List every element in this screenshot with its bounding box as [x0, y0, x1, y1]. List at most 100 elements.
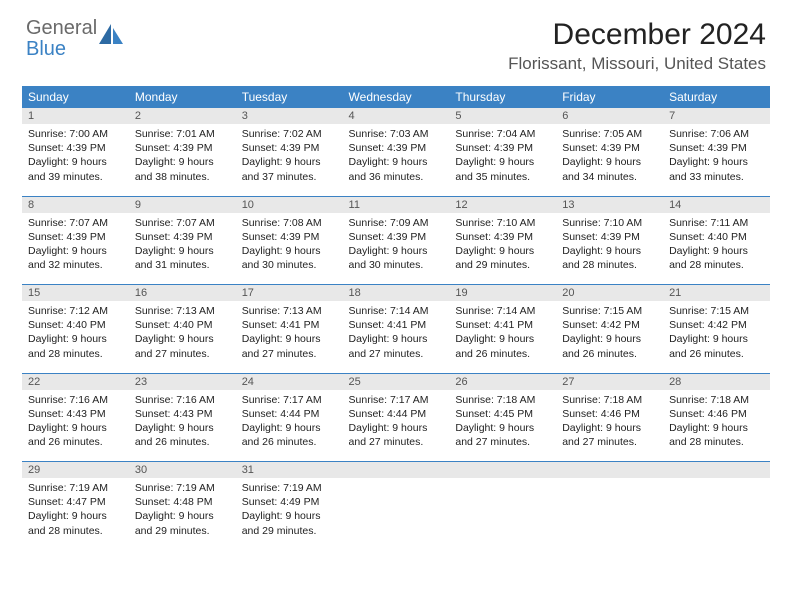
weekday-header: Monday — [129, 86, 236, 108]
daylight-line: Daylight: 9 hours and 37 minutes. — [242, 155, 337, 183]
sunrise-line: Sunrise: 7:06 AM — [669, 127, 764, 141]
daylight-line: Daylight: 9 hours and 26 minutes. — [455, 332, 550, 360]
daylight-line: Daylight: 9 hours and 29 minutes. — [455, 244, 550, 272]
sunset-line: Sunset: 4:39 PM — [455, 230, 550, 244]
calendar-cell: 25Sunrise: 7:17 AMSunset: 4:44 PMDayligh… — [343, 374, 450, 462]
sunset-line: Sunset: 4:49 PM — [242, 495, 337, 509]
sunrise-line: Sunrise: 7:07 AM — [135, 216, 230, 230]
title-block: December 2024 Florissant, Missouri, Unit… — [508, 18, 766, 74]
day-number: 30 — [129, 462, 236, 478]
sunset-line: Sunset: 4:41 PM — [349, 318, 444, 332]
sunset-line: Sunset: 4:43 PM — [28, 407, 123, 421]
sunset-line: Sunset: 4:41 PM — [242, 318, 337, 332]
day-details: Sunrise: 7:19 AMSunset: 4:47 PMDaylight:… — [22, 478, 129, 540]
sunrise-line: Sunrise: 7:10 AM — [455, 216, 550, 230]
daylight-line: Daylight: 9 hours and 28 minutes. — [28, 332, 123, 360]
day-number-empty — [449, 462, 556, 478]
day-details: Sunrise: 7:11 AMSunset: 4:40 PMDaylight:… — [663, 213, 770, 275]
sunrise-line: Sunrise: 7:14 AM — [455, 304, 550, 318]
logo-text-general: General — [26, 17, 97, 39]
sunset-line: Sunset: 4:39 PM — [562, 141, 657, 155]
calendar-cell: 24Sunrise: 7:17 AMSunset: 4:44 PMDayligh… — [236, 374, 343, 462]
logo-text-blue: Blue — [26, 38, 66, 60]
brand-logo: General Blue — [26, 18, 127, 60]
sunset-line: Sunset: 4:44 PM — [349, 407, 444, 421]
calendar-cell: 26Sunrise: 7:18 AMSunset: 4:45 PMDayligh… — [449, 374, 556, 462]
sunset-line: Sunset: 4:39 PM — [349, 141, 444, 155]
day-number: 11 — [343, 197, 450, 213]
sunset-line: Sunset: 4:47 PM — [28, 495, 123, 509]
daylight-line: Daylight: 9 hours and 27 minutes. — [242, 332, 337, 360]
day-number-empty — [556, 462, 663, 478]
day-number: 22 — [22, 374, 129, 390]
sunrise-line: Sunrise: 7:04 AM — [455, 127, 550, 141]
day-number: 9 — [129, 197, 236, 213]
sunrise-line: Sunrise: 7:07 AM — [28, 216, 123, 230]
day-number: 2 — [129, 108, 236, 124]
calendar-cell: 8Sunrise: 7:07 AMSunset: 4:39 PMDaylight… — [22, 197, 129, 285]
sunrise-line: Sunrise: 7:05 AM — [562, 127, 657, 141]
daylight-line: Daylight: 9 hours and 39 minutes. — [28, 155, 123, 183]
sunset-line: Sunset: 4:45 PM — [455, 407, 550, 421]
day-number: 19 — [449, 285, 556, 301]
daylight-line: Daylight: 9 hours and 26 minutes. — [669, 332, 764, 360]
day-details: Sunrise: 7:13 AMSunset: 4:40 PMDaylight:… — [129, 301, 236, 363]
calendar-cell: 13Sunrise: 7:10 AMSunset: 4:39 PMDayligh… — [556, 197, 663, 285]
calendar-cell: 12Sunrise: 7:10 AMSunset: 4:39 PMDayligh… — [449, 197, 556, 285]
day-details: Sunrise: 7:03 AMSunset: 4:39 PMDaylight:… — [343, 124, 450, 186]
day-number: 20 — [556, 285, 663, 301]
day-number: 29 — [22, 462, 129, 478]
sunset-line: Sunset: 4:48 PM — [135, 495, 230, 509]
sunrise-line: Sunrise: 7:16 AM — [135, 393, 230, 407]
daylight-line: Daylight: 9 hours and 26 minutes. — [562, 332, 657, 360]
daylight-line: Daylight: 9 hours and 33 minutes. — [669, 155, 764, 183]
day-number: 10 — [236, 197, 343, 213]
sunrise-line: Sunrise: 7:02 AM — [242, 127, 337, 141]
sunset-line: Sunset: 4:39 PM — [135, 230, 230, 244]
sunrise-line: Sunrise: 7:09 AM — [349, 216, 444, 230]
daylight-line: Daylight: 9 hours and 27 minutes. — [562, 421, 657, 449]
sunrise-line: Sunrise: 7:10 AM — [562, 216, 657, 230]
sunset-line: Sunset: 4:39 PM — [455, 141, 550, 155]
day-details: Sunrise: 7:16 AMSunset: 4:43 PMDaylight:… — [129, 390, 236, 452]
day-number: 28 — [663, 374, 770, 390]
daylight-line: Daylight: 9 hours and 26 minutes. — [242, 421, 337, 449]
day-details: Sunrise: 7:16 AMSunset: 4:43 PMDaylight:… — [22, 390, 129, 452]
day-details: Sunrise: 7:14 AMSunset: 4:41 PMDaylight:… — [343, 301, 450, 363]
daylight-line: Daylight: 9 hours and 31 minutes. — [135, 244, 230, 272]
day-details: Sunrise: 7:17 AMSunset: 4:44 PMDaylight:… — [236, 390, 343, 452]
sunset-line: Sunset: 4:40 PM — [669, 230, 764, 244]
day-number: 7 — [663, 108, 770, 124]
day-number: 27 — [556, 374, 663, 390]
weekday-header: Sunday — [22, 86, 129, 108]
sunrise-line: Sunrise: 7:18 AM — [455, 393, 550, 407]
day-number: 1 — [22, 108, 129, 124]
sunset-line: Sunset: 4:39 PM — [135, 141, 230, 155]
sunrise-line: Sunrise: 7:17 AM — [349, 393, 444, 407]
sunset-line: Sunset: 4:40 PM — [28, 318, 123, 332]
day-details: Sunrise: 7:19 AMSunset: 4:49 PMDaylight:… — [236, 478, 343, 540]
calendar-cell: 18Sunrise: 7:14 AMSunset: 4:41 PMDayligh… — [343, 285, 450, 373]
sail-icon — [97, 22, 127, 53]
day-number: 16 — [129, 285, 236, 301]
day-number-empty — [343, 462, 450, 478]
calendar-cell: 15Sunrise: 7:12 AMSunset: 4:40 PMDayligh… — [22, 285, 129, 373]
sunrise-line: Sunrise: 7:15 AM — [669, 304, 764, 318]
day-number: 14 — [663, 197, 770, 213]
sunrise-line: Sunrise: 7:12 AM — [28, 304, 123, 318]
daylight-line: Daylight: 9 hours and 30 minutes. — [242, 244, 337, 272]
sunrise-line: Sunrise: 7:13 AM — [135, 304, 230, 318]
sunset-line: Sunset: 4:42 PM — [562, 318, 657, 332]
day-number: 4 — [343, 108, 450, 124]
day-details: Sunrise: 7:06 AMSunset: 4:39 PMDaylight:… — [663, 124, 770, 186]
day-number: 17 — [236, 285, 343, 301]
sunset-line: Sunset: 4:39 PM — [349, 230, 444, 244]
day-details: Sunrise: 7:13 AMSunset: 4:41 PMDaylight:… — [236, 301, 343, 363]
day-details: Sunrise: 7:12 AMSunset: 4:40 PMDaylight:… — [22, 301, 129, 363]
day-number: 8 — [22, 197, 129, 213]
calendar-cell: 3Sunrise: 7:02 AMSunset: 4:39 PMDaylight… — [236, 108, 343, 196]
calendar-cell: 20Sunrise: 7:15 AMSunset: 4:42 PMDayligh… — [556, 285, 663, 373]
daylight-line: Daylight: 9 hours and 29 minutes. — [135, 509, 230, 537]
calendar-cell: 30Sunrise: 7:19 AMSunset: 4:48 PMDayligh… — [129, 462, 236, 550]
day-details: Sunrise: 7:10 AMSunset: 4:39 PMDaylight:… — [556, 213, 663, 275]
